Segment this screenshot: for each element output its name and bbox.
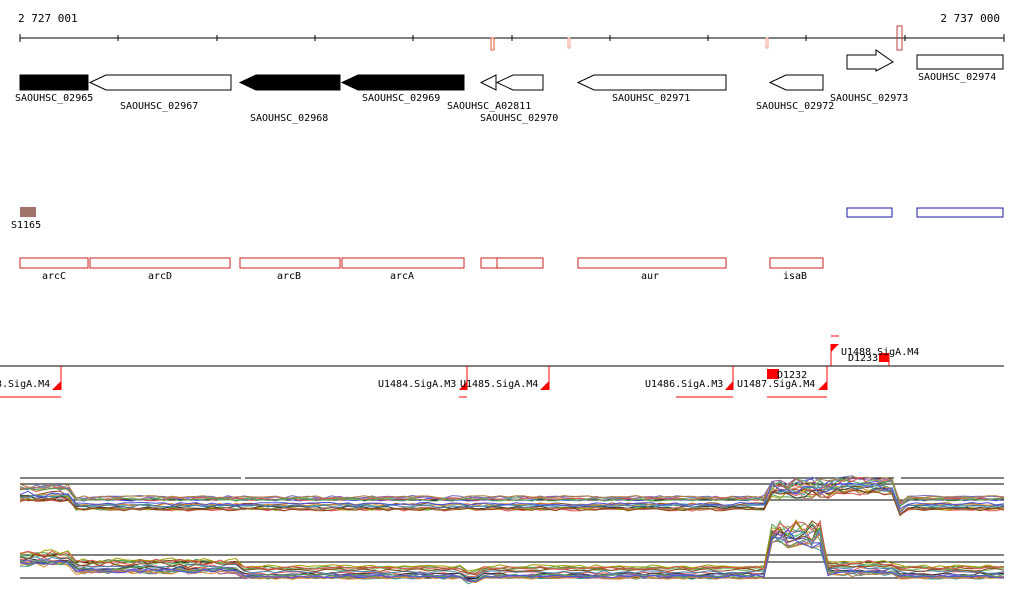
- promoter-label: U1488.SigA.M4: [841, 347, 919, 358]
- expression-line: [19, 475, 1005, 505]
- gene-arrow-SAOUHSC_02969[interactable]: [340, 74, 465, 91]
- promoter-label: U1484.SigA.M3: [378, 379, 456, 390]
- expression-line: [19, 528, 1005, 583]
- gene-arrow-SAOUHSC_02965[interactable]: [19, 74, 89, 91]
- gene-arrow-SAOUHSC_02972[interactable]: [768, 74, 824, 91]
- promoter-label: U1487.SigA.M4: [737, 379, 815, 390]
- gene-arrow-SAOUHSC_A02811[interactable]: [479, 74, 497, 91]
- gene-arrow-SAOUHSC_02967[interactable]: [88, 74, 232, 91]
- gene-arrow-SAOUHSC_02968[interactable]: [238, 74, 341, 91]
- operon-box[interactable]: [341, 257, 465, 269]
- expression-line: [19, 488, 1005, 516]
- expression-line: [19, 523, 1005, 574]
- operon-box[interactable]: [496, 257, 544, 269]
- expression-track-2[interactable]: [19, 519, 1005, 585]
- gene-label: SAOUHSC_02972: [756, 101, 834, 112]
- operon-track: arcC arcD arcB arcA aur isaB: [19, 257, 824, 282]
- operon-box[interactable]: [577, 257, 727, 269]
- blue-feature-box[interactable]: [916, 207, 1004, 218]
- operon-label: arcC: [42, 271, 66, 282]
- operon-label: arcD: [148, 271, 172, 282]
- blue-feature-box[interactable]: [846, 207, 893, 218]
- gene-label: SAOUHSC_02974: [918, 72, 996, 83]
- gene-label: SAOUHSC_A02811: [447, 101, 531, 112]
- rna-feature-S1165[interactable]: [20, 207, 36, 217]
- expression-line: [19, 482, 1005, 510]
- operon-box[interactable]: [480, 257, 498, 269]
- operon-box[interactable]: [769, 257, 824, 269]
- gene-arrow-SAOUHSC_02973[interactable]: [846, 49, 894, 72]
- expression-line: [19, 487, 1005, 517]
- expression-line: [19, 520, 1005, 574]
- operon-label: isaB: [783, 271, 807, 282]
- operon-box[interactable]: [89, 257, 231, 269]
- promoter-label: 3.SigA.M4: [0, 379, 50, 390]
- expression-line: [19, 519, 1005, 576]
- gene-arrow-SAOUHSC_02970[interactable]: [495, 74, 544, 91]
- promoter-label: D1232: [777, 370, 807, 381]
- expression-lines: [19, 475, 1005, 517]
- promoter-label: D1233: [848, 353, 878, 364]
- operon-box[interactable]: [239, 257, 341, 269]
- ruler-end-label: 2 737 000: [940, 12, 1000, 25]
- gene-label: SAOUHSC_02967: [120, 101, 198, 112]
- gene-label: SAOUHSC_02970: [480, 113, 558, 124]
- expression-line: [19, 483, 1005, 514]
- coordinate-ruler: [19, 25, 1005, 51]
- operon-label: aur: [641, 271, 659, 282]
- gene-label: SAOUHSC_02968: [250, 113, 328, 124]
- expression-line: [19, 486, 1005, 517]
- expression-lines: [19, 519, 1005, 585]
- expression-track-1[interactable]: [19, 475, 1005, 517]
- promoter-track: 3.SigA.M4 U1484.SigA.M3 U1485.SigA.M4 U1…: [0, 335, 1004, 398]
- gene-label: SAOUHSC_02971: [612, 93, 690, 104]
- gene-arrow-SAOUHSC_02974[interactable]: [916, 54, 1004, 70]
- operon-label: arcB: [277, 271, 301, 282]
- gene-track: SAOUHSC_02965 SAOUHSC_02967 SAOUHSC_0296…: [15, 49, 1004, 124]
- promoter-label: U1486.SigA.M3: [645, 379, 723, 390]
- operon-box[interactable]: [19, 257, 89, 269]
- rna-feature-label: S1165: [11, 220, 41, 231]
- gene-label: SAOUHSC_02969: [362, 93, 440, 104]
- gene-label: SAOUHSC_02973: [830, 93, 908, 104]
- gene-label: SAOUHSC_02965: [15, 93, 93, 104]
- gene-arrow-SAOUHSC_02971[interactable]: [576, 74, 727, 91]
- ruler-start-label: 2 727 001: [18, 12, 78, 25]
- promoter-label: U1485.SigA.M4: [460, 379, 538, 390]
- operon-label: arcA: [390, 271, 414, 282]
- expression-line: [19, 519, 1005, 576]
- expression-line: [19, 478, 1005, 507]
- expression-line: [19, 521, 1005, 574]
